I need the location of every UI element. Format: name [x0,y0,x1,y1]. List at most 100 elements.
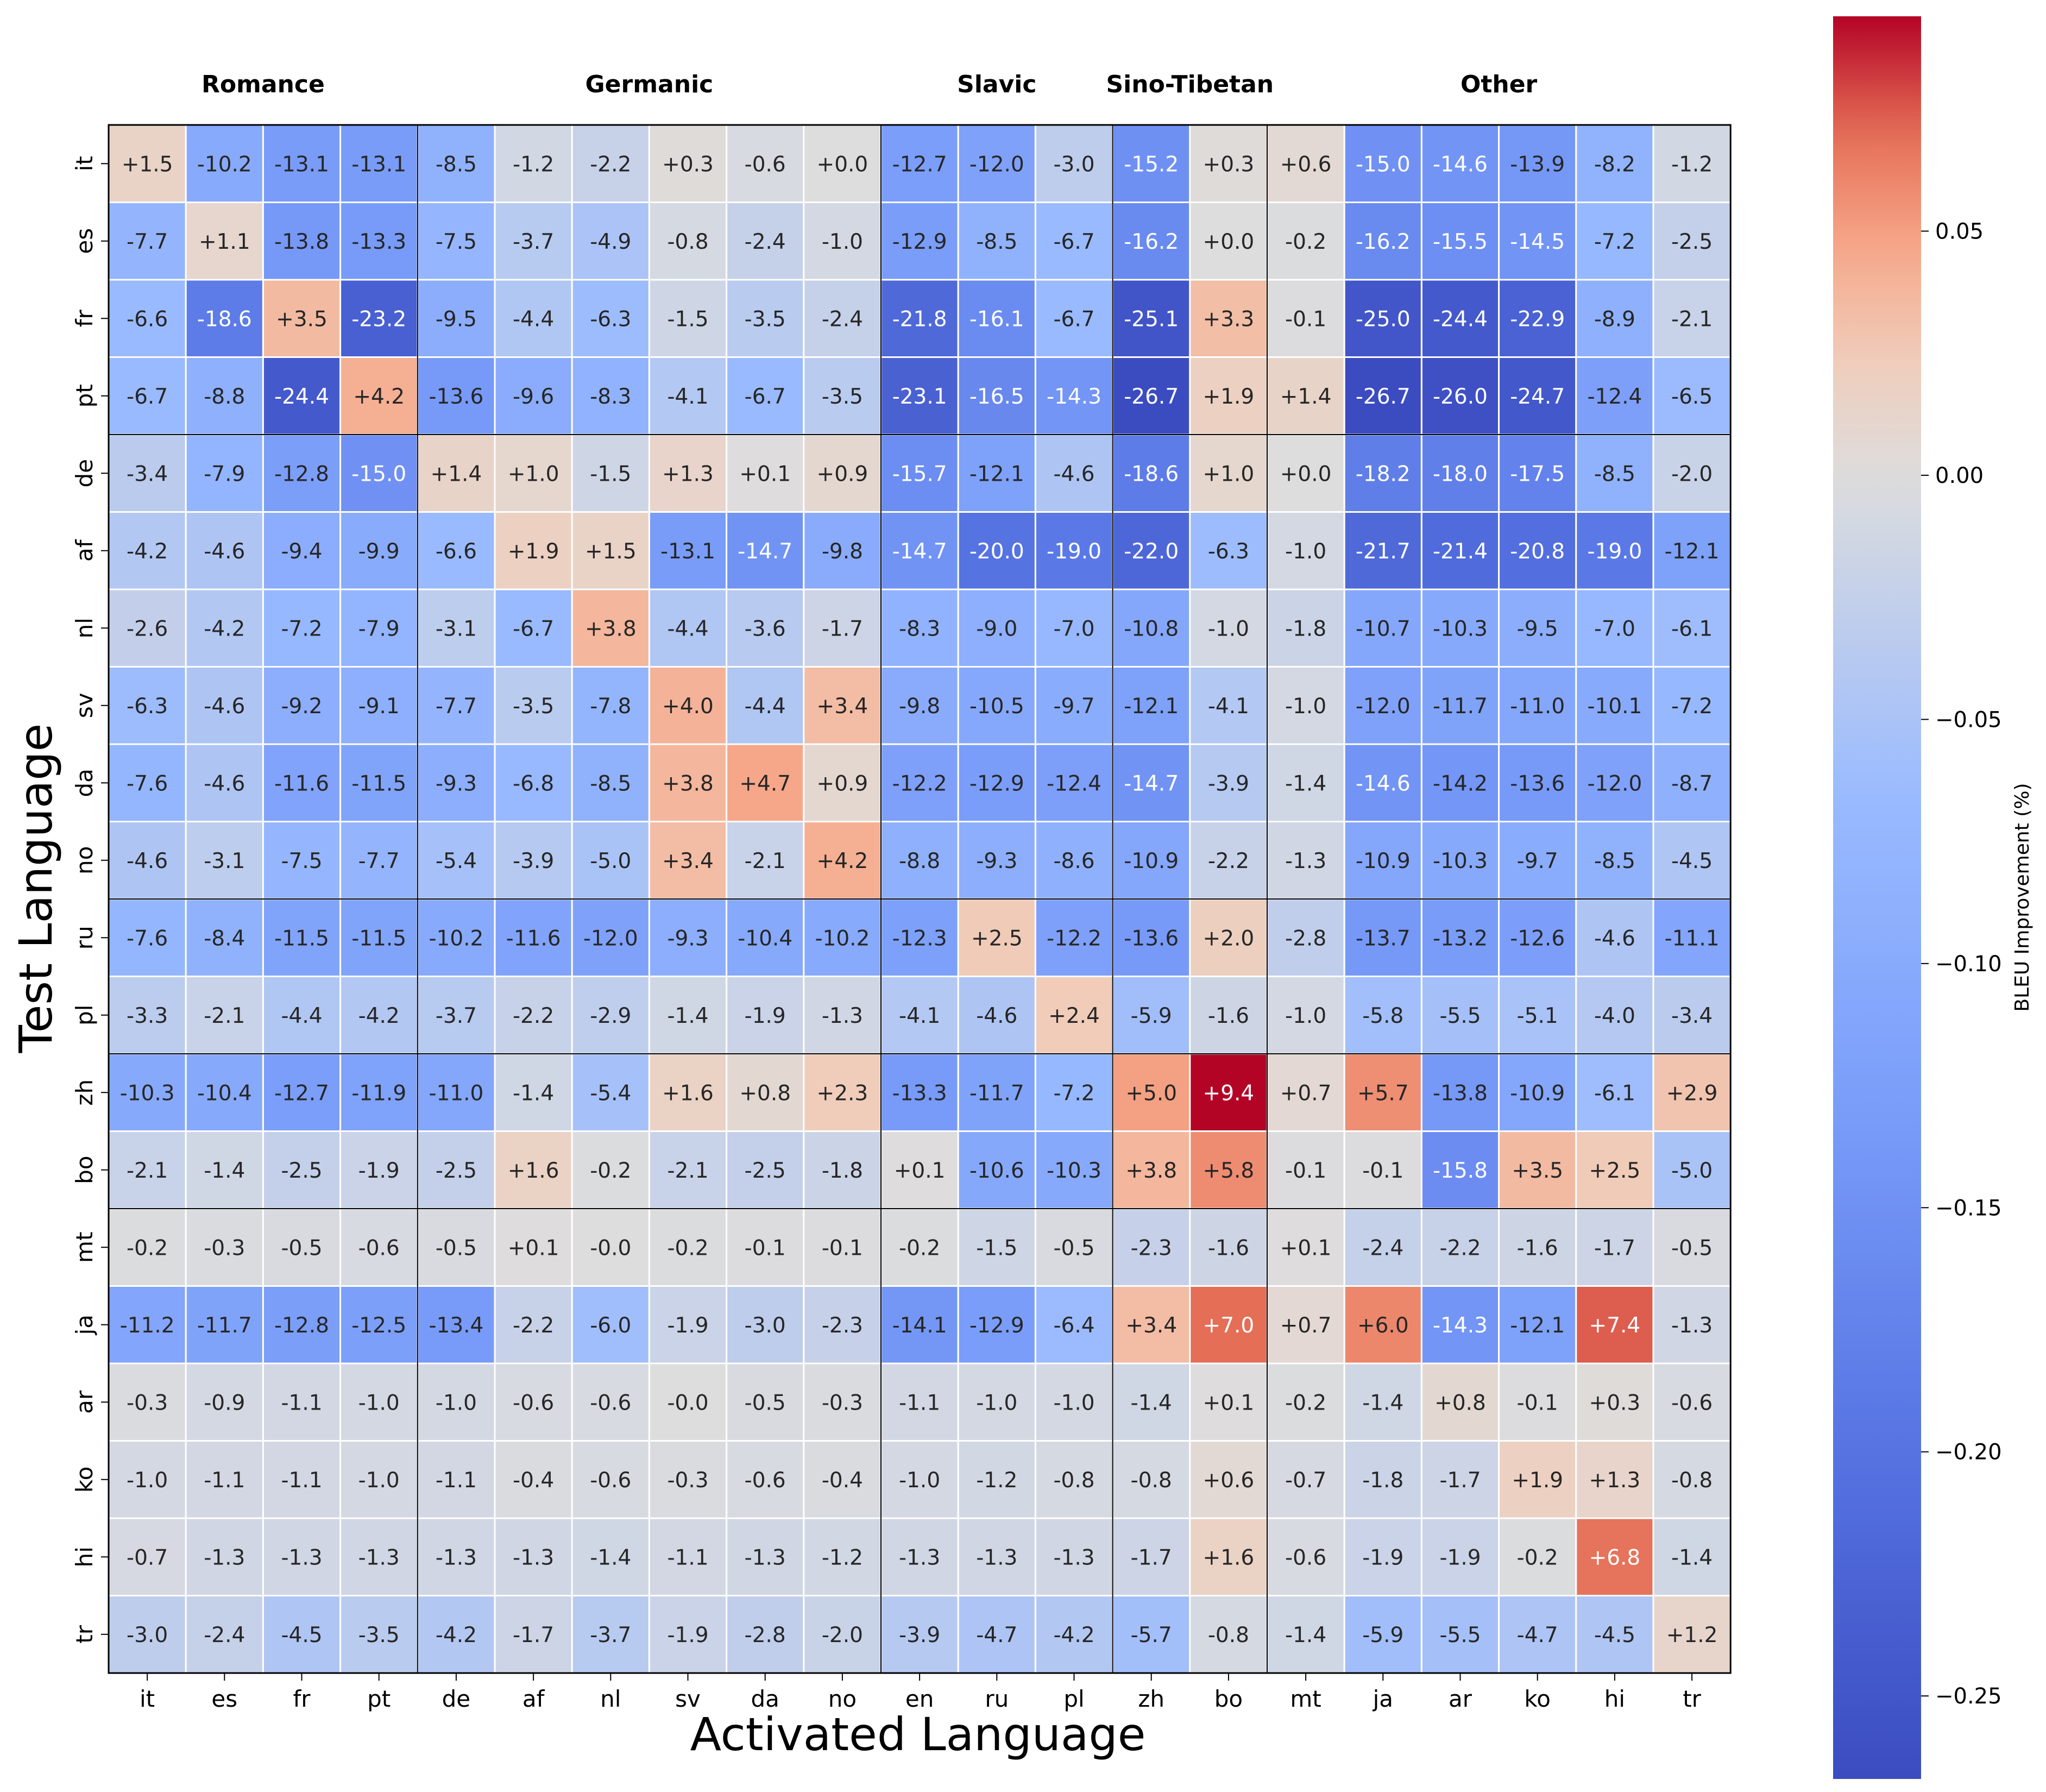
cell-value-label: -12.9 [970,771,1024,796]
cell-value-label: -7.9 [204,462,245,486]
heatmap-cell [1575,976,1654,1055]
heatmap-cell [1652,1517,1732,1596]
cell-value-label: +0.8 [1434,1391,1486,1415]
heatmap-cell [417,666,496,745]
heatmap-cell [1034,1362,1114,1442]
cell-value-label: -7.8 [590,694,631,719]
heatmap-cell [1343,279,1422,358]
cell-value-label: -12.2 [892,771,947,796]
heatmap-cell [1420,898,1500,977]
heatmap-cell [880,511,959,590]
heatmap-cell [1420,1362,1500,1442]
cell-value-label: -26.0 [1433,385,1488,409]
heatmap-cell [1266,511,1345,590]
cell-value-label: -4.1 [1208,694,1249,719]
cell-value-label: +2.0 [1203,926,1255,951]
heatmap-cell [417,1285,496,1365]
cell-value-label: -1.6 [1208,1004,1249,1028]
heatmap-cell [1189,511,1268,590]
colorbar-label: BLEU Improvement (%) [2011,783,2034,1011]
y-tick-label: sv [71,693,98,718]
y-tick-label: fr [71,309,98,327]
cell-value-label: -13.3 [351,230,406,254]
heatmap-cell [185,898,264,977]
heatmap-cell [1420,976,1500,1055]
heatmap-cell [803,821,882,900]
cell-value-label: -9.9 [358,539,400,564]
cell-value-label: -21.4 [1433,539,1488,564]
heatmap-cell [1034,279,1114,358]
heatmap-cell [262,1440,342,1519]
heatmap-cell [185,1130,264,1210]
y-axis-label: Test Language [9,724,62,1054]
cell-value-label: +0.8 [739,1081,791,1105]
heatmap-cell [108,898,187,977]
heatmap-cell [1575,1517,1654,1596]
heatmap-cell [1189,356,1268,436]
cell-value-label: -14.2 [1433,771,1488,796]
cell-value-label: +0.3 [662,152,714,177]
heatmap-cell [571,898,650,977]
x-tick-label: sv [675,1686,701,1712]
cell-value-label: -1.3 [204,1545,245,1570]
heatmap-cell [1343,821,1422,900]
cell-value-label: -10.7 [1356,617,1411,641]
heatmap-cell [1343,1053,1422,1132]
cell-value-label: -4.6 [976,1004,1017,1028]
cell-value-label: -8.2 [1594,152,1635,177]
cell-value-label: -0.8 [1671,1468,1713,1493]
heatmap-cell [1652,588,1732,668]
cell-value-label: -1.3 [976,1545,1017,1570]
heatmap-cell [494,1208,573,1287]
cell-value-label: -7.7 [436,694,477,719]
cell-value-label: -9.4 [281,539,322,564]
heatmap-cell [1652,666,1732,745]
heatmap-cell [1420,356,1500,436]
cell-value-label: -4.4 [745,694,786,719]
cell-value-label: +0.0 [817,152,868,177]
cell-value-label: -1.0 [127,1468,168,1493]
heatmap-cell [880,743,959,822]
cell-value-label: -11.5 [351,771,406,796]
heatmap-cell [1343,1595,1422,1674]
cell-value-label: -2.3 [822,1313,863,1338]
cell-value-label: -8.5 [976,230,1017,254]
cell-value-label: -6.3 [1208,539,1249,564]
heatmap-cell [1266,588,1345,668]
heatmap-cell [1652,1130,1732,1210]
cell-value-label: -1.7 [1439,1468,1481,1493]
heatmap-cell [108,124,187,203]
heatmap-cell [185,202,264,281]
cell-value-label: -14.6 [1356,771,1411,796]
cell-value-label: -2.5 [436,1159,477,1183]
heatmap-cell [185,1517,264,1596]
group-header-label: Germanic [586,71,714,98]
cell-value-label: -3.9 [899,1623,940,1648]
heatmap-cell [1420,1595,1500,1674]
heatmap-cell [1652,356,1732,436]
cell-value-label: -24.4 [1433,307,1488,331]
heatmap-cell [1498,898,1577,977]
heatmap-cell [648,1053,728,1132]
heatmap-cell [1498,1595,1577,1674]
cell-value-label: -0.1 [1285,307,1326,331]
heatmap-cell [417,433,496,513]
heatmap-cell [957,433,1036,513]
cell-value-label: -12.0 [970,152,1024,177]
cell-value-label: -23.2 [351,307,406,331]
cell-value-label: -5.0 [1671,1159,1713,1183]
cell-value-label: -10.2 [197,152,252,177]
heatmap-cell [1498,511,1577,590]
cell-value-label: -14.3 [1433,1313,1488,1338]
cell-value-label: -15.0 [351,462,406,486]
cell-value-label: +2.9 [1666,1081,1718,1105]
cell-value-label: -6.3 [590,307,631,331]
cell-value-label: +3.5 [276,307,328,331]
heatmap-cell [1034,743,1114,822]
cell-value-label: -1.0 [822,230,863,254]
y-tick-label: de [71,459,98,488]
heatmap-cell [262,511,342,590]
cell-value-label: -22.0 [1124,539,1179,564]
heatmap-cell [1266,202,1345,281]
heatmap-cell [726,356,805,436]
